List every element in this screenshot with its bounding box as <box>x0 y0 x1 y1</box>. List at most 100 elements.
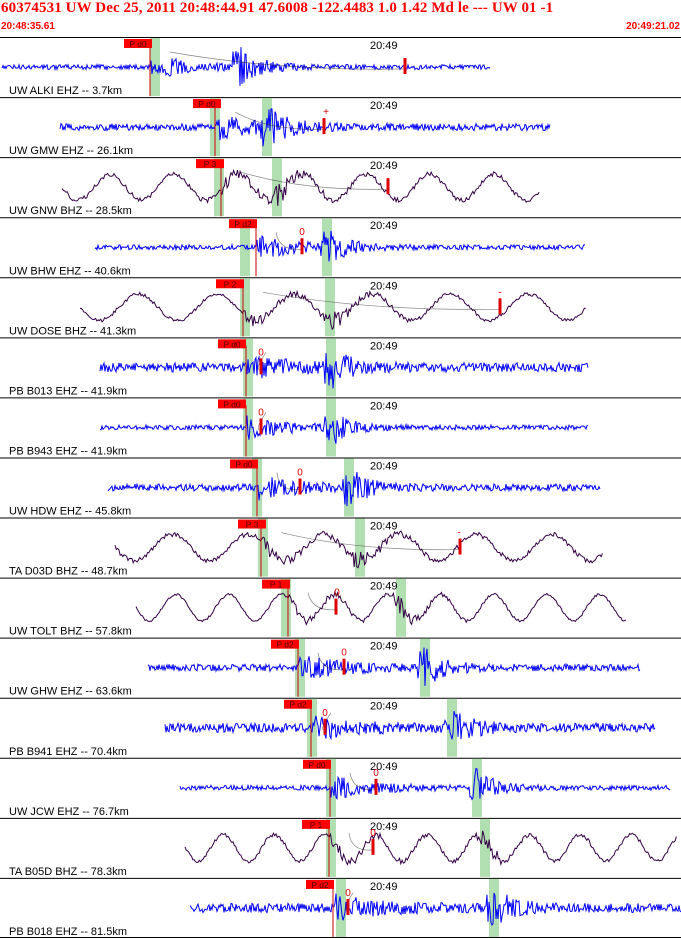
amplitude-tag: 0 <box>334 588 340 599</box>
minute-marker: 20:49 <box>370 280 398 292</box>
amplitude-tag: 0 <box>322 708 328 719</box>
pick-flag-label: P d0 <box>198 99 216 109</box>
amplitude-tag: 0 <box>373 768 379 779</box>
coda-curve <box>275 232 303 250</box>
p-window <box>258 518 268 577</box>
end-time: 20:49:21.02 <box>626 21 680 32</box>
amplitude-marker <box>371 838 375 855</box>
amplitude-tag: + <box>323 107 329 118</box>
coda-curve <box>169 51 406 70</box>
pick-flag <box>303 759 331 769</box>
waveform-trace <box>99 415 589 444</box>
amplitude-marker <box>259 358 263 375</box>
event-title: 60374531 UW Dec 25, 2011 20:48:44.91 47.… <box>1 0 554 16</box>
minute-marker: 20:49 <box>370 641 398 653</box>
pick-flag-label: P 2 <box>224 279 237 289</box>
channel-label: UW GNW BHZ -- 28.5km <box>9 205 132 217</box>
minute-marker: 20:49 <box>370 100 398 112</box>
pick-flag <box>218 399 246 409</box>
amplitude-tag: - <box>498 287 501 298</box>
minute-marker: 20:49 <box>370 40 398 52</box>
channel-label: UW BHW EHZ -- 40.6km <box>9 265 131 277</box>
waveform-trace <box>61 168 540 206</box>
pick-flag <box>306 879 334 889</box>
pick-flag-label: P 1 <box>310 820 323 830</box>
channel-panel: 20:49 P 3 - TA D03D BHZ -- 48.7km <box>0 517 681 578</box>
waveform-trace <box>135 589 627 626</box>
waveform-trace <box>184 830 677 867</box>
s-window <box>480 818 490 877</box>
p-window <box>326 818 336 877</box>
pick-flag-label: P d2 <box>234 219 252 229</box>
waveform-trace <box>59 108 551 147</box>
s-window <box>447 698 457 757</box>
pick-flag <box>284 699 312 709</box>
s-window <box>325 278 335 337</box>
pick-flag <box>218 339 246 349</box>
amplitude-marker <box>374 778 378 795</box>
channel-label: PB B013 EHZ -- 41.9km <box>9 385 127 397</box>
pick-flag-label: P d0 <box>235 459 253 469</box>
p-window <box>281 578 291 637</box>
channel-panel: 20:49 P d0 0 UW JCW EHZ -- 76.7km <box>0 757 681 818</box>
coda-curve <box>307 592 337 611</box>
pick-flag-label: P d2 <box>289 700 307 710</box>
waveform-trace <box>1 47 491 86</box>
amplitude-marker <box>334 598 338 615</box>
pick-flag <box>229 219 257 229</box>
waveform-trace <box>107 472 601 507</box>
p-window <box>326 758 336 817</box>
pick-flag-label: P 1 <box>270 580 283 590</box>
channel-panel: 20:49 P 2 - UW DOSE BHZ -- 41.3km <box>0 277 681 337</box>
channel-label: UW ALKI EHZ -- 3.7km <box>9 85 122 97</box>
pick-flag-label: P d0 <box>223 399 241 409</box>
channel-label: UW TOLT BHZ -- 57.8km <box>9 626 132 638</box>
channel-panel: 20:49 P d2 0 UW BHW EHZ -- 40.6km <box>0 217 681 277</box>
p-window <box>214 158 224 217</box>
amplitude-marker <box>342 658 346 675</box>
amplitude-marker <box>498 298 502 315</box>
amplitude-tag: - <box>457 528 460 539</box>
pick-flag-label: P 3 <box>204 159 217 169</box>
pick-flag-label: P d2 <box>311 880 329 890</box>
minute-marker: 20:49 <box>370 340 398 352</box>
s-window <box>472 758 482 817</box>
seismogram-panels: 20:49 P d0 UW ALKI EHZ -- 3.7km 20:49 P d0 + U… <box>0 37 681 938</box>
channel-label: UW HDW EHZ -- 45.8km <box>9 506 131 518</box>
amplitude-marker <box>300 238 304 255</box>
waveform-trace <box>99 353 589 389</box>
minute-marker: 20:49 <box>370 160 398 172</box>
pick-flag <box>124 39 152 48</box>
channel-panel: 20:49 P 1 0 UW TOLT BHZ -- 57.8km <box>0 577 681 638</box>
channel-label: PB B018 EHZ -- 81.5km <box>9 926 127 938</box>
channel-panel: 20:49 P 1 0 TA B05D BHZ -- 78.3km <box>0 817 681 878</box>
amplitude-tag: 0 <box>299 227 305 238</box>
amplitude-marker <box>259 418 263 435</box>
pick-flag <box>271 639 299 649</box>
s-window <box>322 218 332 277</box>
pick-flag <box>302 819 330 829</box>
s-window <box>355 518 365 577</box>
channel-panel: 20:49 P d0 0 PB B013 EHZ -- 41.9km <box>0 337 681 397</box>
waveform-trace <box>114 530 603 569</box>
minute-marker: 20:49 <box>370 220 398 232</box>
pick-flag-label: P d0 <box>223 339 241 349</box>
waveform-trace <box>179 767 671 801</box>
pick-flag <box>216 279 244 289</box>
waveform-trace <box>79 289 586 331</box>
pick-flag-label: P d2 <box>276 640 294 650</box>
channel-label: TA D03D BHZ -- 48.7km <box>9 566 127 578</box>
minute-marker: 20:49 <box>370 761 398 773</box>
channel-label: PB B943 EHZ -- 41.9km <box>9 445 127 457</box>
channel-panel: 20:49 P d0 0 PB B943 EHZ -- 41.9km <box>0 397 681 457</box>
amplitude-marker <box>403 58 407 75</box>
minute-marker: 20:49 <box>370 521 398 533</box>
p-window <box>295 638 305 697</box>
amplitude-marker <box>298 478 302 495</box>
pick-flag-label: P d0 <box>129 39 147 49</box>
pick-flag <box>193 99 221 109</box>
minute-marker: 20:49 <box>370 821 398 833</box>
channel-panel: 20:49 P d0 + UW GMW EHZ -- 26.1km <box>0 97 681 157</box>
channel-panel: 20:49 P d0 UW ALKI EHZ -- 3.7km <box>0 37 681 97</box>
amplitude-marker <box>386 178 390 195</box>
